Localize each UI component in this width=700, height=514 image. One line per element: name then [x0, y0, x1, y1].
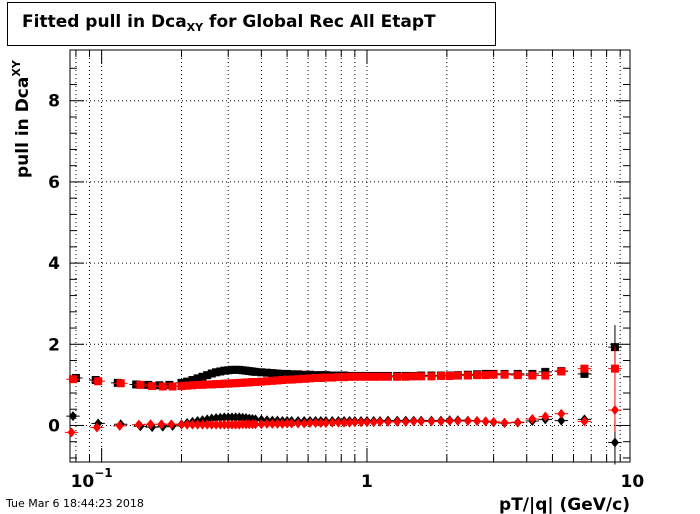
data-point	[453, 371, 462, 380]
data-point	[383, 416, 392, 427]
data-point	[436, 371, 445, 380]
data-point	[436, 416, 445, 427]
data-point	[115, 420, 124, 431]
y-tick-label: 2	[48, 335, 60, 355]
data-point	[94, 377, 103, 386]
y-axis-title: pull in DcaXY	[10, 59, 33, 178]
data-series-4	[64, 388, 622, 438]
y-tick-label: 8	[48, 92, 60, 112]
data-point	[580, 416, 589, 427]
data-point	[473, 371, 482, 380]
data-point	[193, 374, 202, 383]
data-point	[212, 368, 221, 377]
data-point	[401, 416, 410, 427]
data-point	[146, 419, 155, 430]
x-tick-label: 1	[361, 472, 373, 492]
data-point	[453, 416, 462, 427]
x-tick-label-base: 10	[71, 472, 95, 492]
data-point	[401, 372, 410, 381]
data-point	[116, 379, 125, 388]
data-point	[136, 380, 145, 389]
data-point	[427, 416, 436, 427]
data-point	[383, 372, 392, 381]
data-point	[393, 416, 402, 427]
data-point	[216, 367, 225, 376]
data-point	[134, 419, 143, 430]
x-tick-label-exponent: −1	[94, 466, 112, 480]
data-point	[463, 371, 472, 380]
y-tick-label: 0	[48, 416, 60, 436]
data-point	[417, 372, 426, 381]
chart-title-rest: for Global Rec All EtapT	[203, 12, 436, 32]
data-point	[168, 382, 177, 391]
x-tick-label-base: 10	[620, 472, 644, 492]
data-point	[148, 382, 157, 391]
data-point	[528, 413, 537, 424]
data-point	[157, 419, 166, 430]
data-point	[207, 369, 216, 378]
data-point	[580, 364, 589, 373]
data-point	[580, 369, 589, 378]
data-point	[67, 427, 76, 438]
data-point	[427, 372, 436, 381]
y-axis-title-subscript: XY	[10, 59, 23, 76]
data-point	[481, 416, 490, 427]
timestamp: Tue Mar 6 18:44:23 2018	[6, 497, 144, 510]
data-point	[376, 372, 385, 381]
data-point	[557, 408, 566, 419]
data-series-2	[66, 346, 622, 391]
chart-title-subscript: XY	[186, 21, 204, 34]
data-point	[528, 371, 537, 380]
data-point	[409, 416, 418, 427]
data-series	[64, 325, 622, 465]
data-point	[445, 371, 454, 380]
data-point	[513, 417, 522, 428]
plot-frame	[69, 49, 631, 463]
data-point	[500, 417, 509, 428]
data-point	[610, 405, 619, 416]
data-point	[409, 372, 418, 381]
data-point	[158, 382, 167, 391]
x-axis-title: pT/|q| (GeV/c)	[499, 495, 630, 514]
data-point	[610, 437, 619, 448]
y-axis-title-main: pull in Dca	[13, 77, 33, 178]
data-point	[500, 370, 509, 379]
data-point	[610, 364, 619, 373]
data-point	[376, 416, 385, 427]
x-tick-label: 10	[620, 472, 644, 492]
chart-title: Fitted pull in DcaXY for Global Rec All …	[22, 12, 436, 34]
x-tick-label-base: 1	[361, 472, 373, 492]
data-point	[513, 371, 522, 380]
data-point	[557, 415, 566, 426]
data-point	[188, 376, 197, 385]
data-point	[481, 371, 490, 380]
data-point	[68, 411, 77, 422]
y-tick-label: 4	[48, 254, 60, 274]
data-point	[489, 370, 498, 379]
data-point	[183, 377, 192, 386]
axis-ticks	[70, 50, 630, 462]
chart-title-main: Fitted pull in Dca	[22, 12, 187, 32]
data-point	[198, 372, 207, 381]
chart-title-box: Fitted pull in DcaXY for Global Rec All …	[7, 2, 496, 46]
x-tick-label: 10−1	[71, 466, 113, 492]
data-point	[463, 416, 472, 427]
y-tick-label: 6	[48, 173, 60, 193]
data-point	[417, 416, 426, 427]
data-point	[541, 371, 550, 380]
data-point	[68, 375, 77, 384]
data-point	[541, 411, 550, 422]
data-point	[167, 419, 176, 430]
data-point	[92, 422, 101, 433]
data-point	[473, 416, 482, 427]
data-point	[393, 372, 402, 381]
data-point	[489, 416, 498, 427]
data-point	[445, 416, 454, 427]
grid-lines	[70, 50, 630, 462]
data-point	[557, 367, 566, 376]
data-point	[203, 371, 212, 380]
